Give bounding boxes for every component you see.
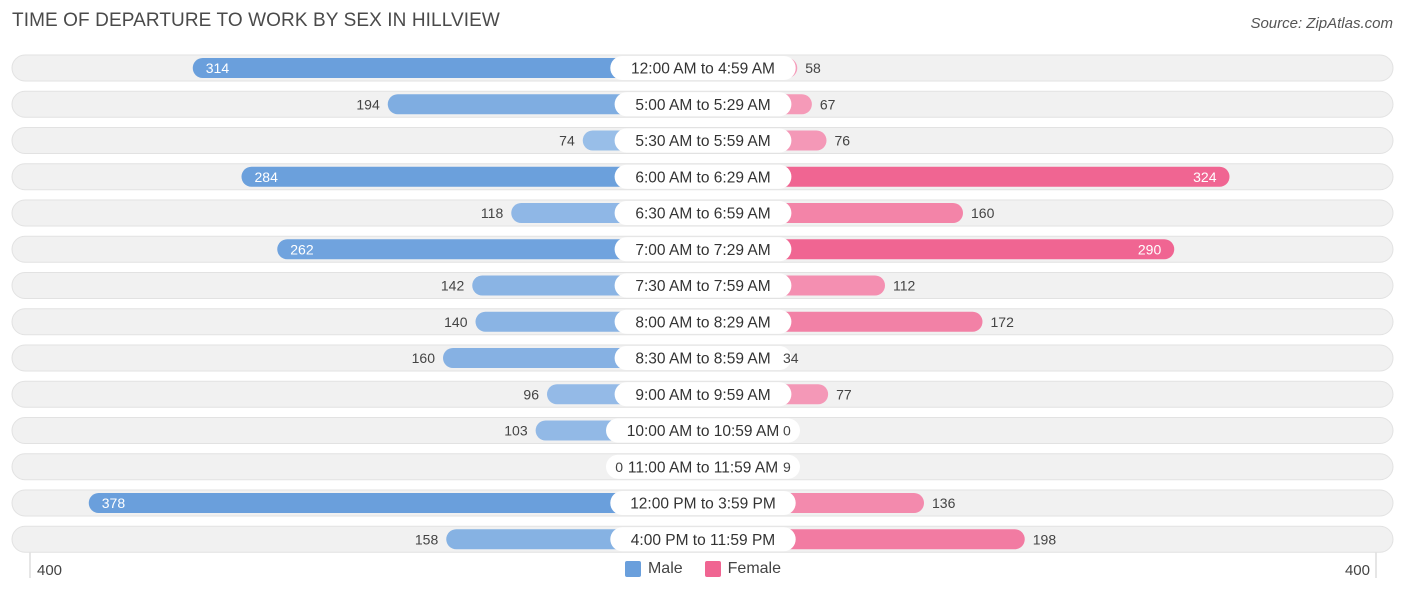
value-label-female-3: 324 xyxy=(1193,169,1217,185)
category-pill-11 xyxy=(606,454,800,479)
value-label-female-12: 136 xyxy=(932,495,956,511)
category-label-13: 4:00 PM to 11:59 PM xyxy=(631,532,775,549)
category-label-12: 12:00 PM to 3:59 PM xyxy=(630,496,776,513)
value-label-female-11: 9 xyxy=(783,459,791,475)
bar-male-3 xyxy=(241,166,703,187)
value-label-male-12: 378 xyxy=(102,495,126,511)
category-pill-10 xyxy=(606,418,800,443)
axis-left-max-label: 400 xyxy=(37,562,63,579)
category-pill-12 xyxy=(610,491,796,515)
value-label-female-7: 172 xyxy=(991,314,1015,330)
category-label-1: 5:00 AM to 5:29 AM xyxy=(635,97,770,114)
value-label-male-5: 262 xyxy=(290,241,314,257)
legend: Male Female xyxy=(0,560,1406,578)
category-pill-4 xyxy=(614,201,792,225)
value-label-male-6: 142 xyxy=(441,278,465,294)
category-label-7: 8:00 AM to 8:29 AM xyxy=(635,314,770,331)
category-label-4: 6:30 AM to 6:59 AM xyxy=(635,206,770,223)
category-label-11: 11:00 AM to 11:59 AM xyxy=(628,459,778,476)
category-label-6: 7:30 AM to 7:59 AM xyxy=(635,278,770,295)
category-pill-1 xyxy=(614,92,792,117)
bar-male-0 xyxy=(192,58,703,78)
category-label-8: 8:30 AM to 8:59 AM xyxy=(635,351,770,368)
bar-male-12 xyxy=(88,493,703,513)
value-label-female-6: 112 xyxy=(893,278,916,294)
legend-label-female: Female xyxy=(727,560,782,577)
bar-female-5 xyxy=(703,239,1175,260)
value-label-male-4: 118 xyxy=(481,205,504,221)
value-label-female-0: 58 xyxy=(805,60,821,76)
source-label: Source: ZipAtlas.com xyxy=(1250,15,1393,32)
axis-right-max-label: 400 xyxy=(1344,562,1370,579)
value-label-male-0: 314 xyxy=(206,60,230,76)
value-label-female-8: 34 xyxy=(783,350,799,366)
legend-item-female: Female xyxy=(704,560,782,578)
category-label-9: 9:00 AM to 9:59 AM xyxy=(635,387,770,404)
legend-swatch-female xyxy=(704,561,721,577)
value-label-female-5: 290 xyxy=(1138,241,1162,257)
category-label-5: 7:00 AM to 7:29 AM xyxy=(635,242,770,259)
category-pill-7 xyxy=(614,309,792,334)
category-label-10: 10:00 AM to 10:59 AM xyxy=(627,423,780,440)
legend-label-male: Male xyxy=(647,560,683,577)
value-label-male-3: 284 xyxy=(255,169,279,185)
value-label-female-2: 76 xyxy=(835,133,851,149)
category-label-0: 12:00 AM to 4:59 AM xyxy=(631,61,775,78)
legend-swatch-male xyxy=(624,561,641,577)
bar-female-3 xyxy=(703,166,1230,187)
legend-item-male: Male xyxy=(624,560,683,578)
category-pill-8 xyxy=(614,346,792,370)
value-label-male-7: 140 xyxy=(444,314,468,330)
category-pill-0 xyxy=(610,56,796,80)
bar-male-5 xyxy=(277,239,703,260)
category-pill-13 xyxy=(610,527,796,552)
value-label-female-4: 160 xyxy=(971,205,995,221)
value-label-male-9: 96 xyxy=(523,386,539,402)
value-label-female-1: 67 xyxy=(820,96,836,112)
category-label-2: 5:30 AM to 5:59 AM xyxy=(635,133,770,150)
category-pill-2 xyxy=(614,128,792,153)
value-label-female-13: 198 xyxy=(1033,531,1057,547)
value-label-male-10: 103 xyxy=(504,423,528,439)
value-label-male-8: 160 xyxy=(412,350,436,366)
value-label-male-1: 194 xyxy=(356,96,380,112)
category-pill-6 xyxy=(614,273,792,298)
value-label-female-9: 77 xyxy=(836,386,852,402)
chart-title: TIME OF DEPARTURE TO WORK BY SEX IN HILL… xyxy=(12,10,500,31)
value-label-male-13: 158 xyxy=(415,531,439,547)
value-label-male-2: 74 xyxy=(559,133,575,149)
value-label-male-11: 0 xyxy=(615,459,623,475)
category-pill-3 xyxy=(614,164,792,189)
value-label-female-10: 0 xyxy=(783,423,791,439)
category-pill-9 xyxy=(614,382,792,407)
category-pill-5 xyxy=(614,237,792,262)
category-label-3: 6:00 AM to 6:29 AM xyxy=(635,169,770,186)
